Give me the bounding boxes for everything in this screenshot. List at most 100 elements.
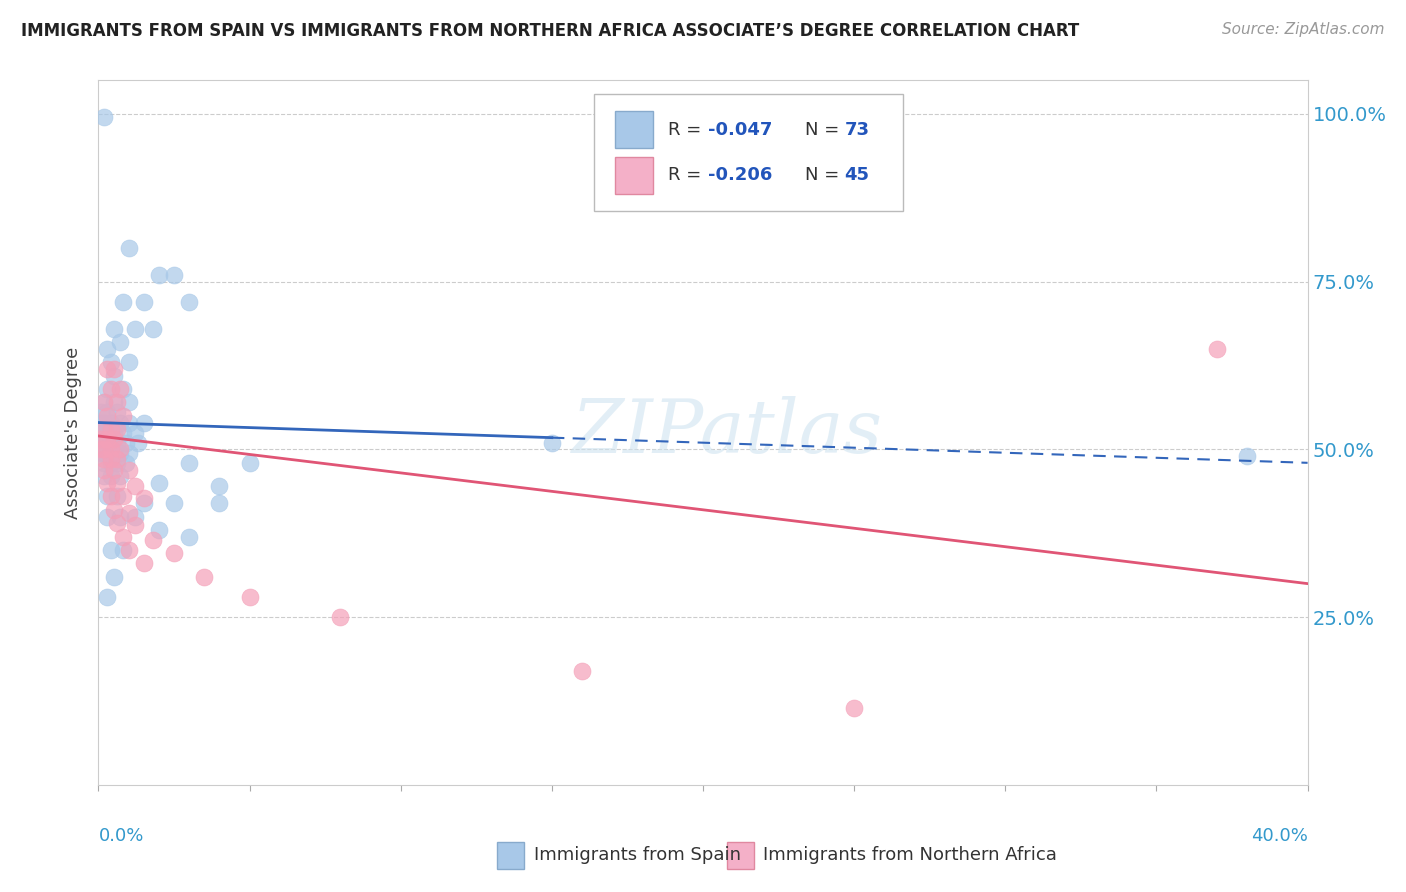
Point (193, 570, 215, 584)
Point (1236, 449, 1258, 463)
Point (118, 395, 141, 409)
Point (118, 355, 141, 369)
Point (111, 530, 134, 544)
Point (93, 469, 115, 483)
Point (93, 456, 115, 470)
Point (163, 268, 186, 282)
Point (103, 395, 125, 409)
Point (96, 382, 118, 396)
Point (127, 435, 149, 450)
Point (96, 362, 118, 376)
Text: N =: N = (804, 167, 845, 185)
Point (844, 700, 866, 714)
Point (108, 446, 131, 460)
Point (93, 395, 115, 409)
Point (239, 590, 262, 604)
Point (108, 509, 131, 524)
Point (148, 523, 170, 537)
FancyBboxPatch shape (727, 842, 754, 869)
Point (179, 456, 201, 470)
Point (100, 452, 122, 467)
Point (179, 530, 201, 544)
Text: -0.206: -0.206 (707, 167, 772, 185)
Text: 40.0%: 40.0% (1251, 827, 1308, 846)
Point (329, 610, 352, 624)
Text: -0.047: -0.047 (707, 120, 772, 138)
Point (103, 362, 125, 376)
Point (208, 496, 231, 510)
Point (96, 409, 118, 423)
Point (103, 433, 125, 447)
Point (105, 489, 128, 503)
Point (118, 446, 141, 460)
Text: ZIPatlas: ZIPatlas (572, 396, 883, 469)
Point (90, 442, 112, 457)
Point (100, 489, 122, 503)
Point (111, 294, 134, 309)
Point (124, 425, 146, 440)
Point (148, 268, 170, 282)
Point (132, 416, 155, 430)
Point (108, 416, 131, 430)
Point (108, 442, 131, 457)
Point (96, 475, 118, 490)
Point (96, 509, 118, 524)
Point (108, 334, 131, 349)
Point (90, 405, 112, 419)
Point (96, 590, 118, 604)
Text: R =: R = (668, 167, 707, 185)
Point (93, 462, 115, 476)
FancyBboxPatch shape (614, 157, 654, 194)
Point (108, 469, 131, 483)
Point (96, 342, 118, 356)
Text: N =: N = (804, 120, 845, 138)
Text: R =: R = (668, 120, 707, 138)
Point (103, 462, 125, 476)
Point (571, 664, 593, 678)
Point (132, 557, 155, 571)
Point (132, 496, 155, 510)
Text: Immigrants from Spain: Immigrants from Spain (534, 847, 741, 864)
Point (105, 475, 128, 490)
Point (132, 491, 155, 505)
Point (105, 395, 128, 409)
Text: IMMIGRANTS FROM SPAIN VS IMMIGRANTS FROM NORTHERN AFRICA ASSOCIATE’S DEGREE CORR: IMMIGRANTS FROM SPAIN VS IMMIGRANTS FROM… (21, 22, 1080, 40)
Point (105, 435, 128, 450)
Point (96, 425, 118, 440)
Point (96, 489, 118, 503)
Point (103, 570, 125, 584)
Y-axis label: Associate's Degree: Associate's Degree (65, 346, 83, 519)
Point (124, 517, 146, 532)
Point (132, 294, 155, 309)
Point (105, 452, 128, 467)
Point (100, 382, 122, 396)
Point (90, 425, 112, 440)
Point (96, 433, 118, 447)
Point (93, 452, 115, 467)
Point (118, 241, 141, 255)
Point (96, 405, 118, 419)
Point (100, 469, 122, 483)
Point (103, 368, 125, 383)
Point (93, 416, 115, 430)
Point (90, 416, 112, 430)
Point (93, 395, 115, 409)
Point (93, 446, 115, 460)
Point (163, 546, 186, 560)
Point (93, 422, 115, 436)
Text: 73: 73 (845, 120, 869, 138)
Point (103, 503, 125, 517)
Text: 45: 45 (845, 167, 869, 185)
Point (111, 425, 134, 440)
Point (93, 425, 115, 440)
Point (100, 446, 122, 460)
Point (163, 496, 186, 510)
Point (108, 382, 131, 396)
Point (540, 435, 562, 450)
Point (179, 294, 201, 309)
Point (90, 433, 112, 447)
Point (100, 435, 122, 450)
Point (105, 405, 128, 419)
Point (111, 409, 134, 423)
Point (124, 479, 146, 493)
